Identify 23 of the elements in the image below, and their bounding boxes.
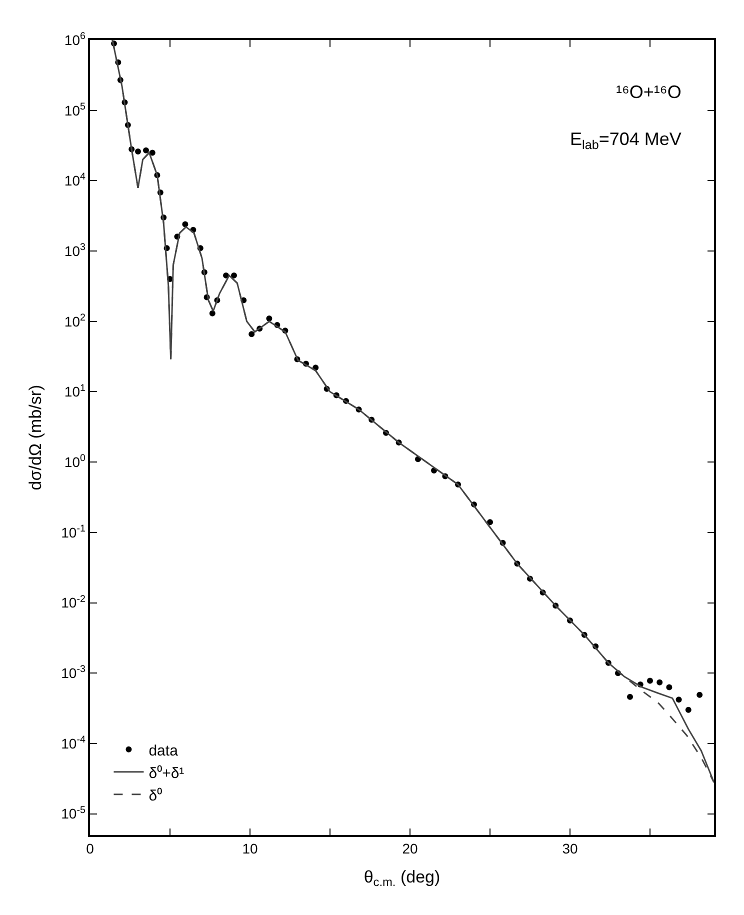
y-tick-label: 10$^{6}$ bbox=[64, 31, 86, 48]
y-axis-title: dσ/dΩ (mb/sr) bbox=[26, 384, 46, 490]
y-tick-label: 10$^{2}$ bbox=[64, 312, 86, 330]
y-tick-label: 10$^{4}$ bbox=[64, 172, 86, 189]
x-tick-label: 20 bbox=[402, 840, 418, 857]
y-tick-label: 10$^{-1}$ bbox=[61, 523, 86, 540]
x-tick-label: 10 bbox=[242, 840, 258, 857]
x-tick-label: 30 bbox=[562, 840, 578, 857]
y-tick-label: 10$^{-2}$ bbox=[61, 594, 86, 611]
annotation: ¹⁶O+¹⁶O bbox=[616, 82, 682, 102]
legend-label: δ⁰+δ¹ bbox=[148, 764, 184, 782]
legend-label: data bbox=[148, 742, 179, 760]
y-tick-label: 10$^{3}$ bbox=[64, 242, 86, 259]
annotation: E$_{lab}$=704 MeV bbox=[570, 129, 682, 152]
y-tick-label: 10$^{-4}$ bbox=[61, 734, 86, 752]
x-tick-label: 0 bbox=[86, 840, 94, 857]
legend-label: δ⁰ bbox=[148, 787, 162, 804]
y-tick-label: 10$^{-3}$ bbox=[61, 664, 86, 682]
y-tick-label: 10$^{5}$ bbox=[64, 101, 86, 118]
y-tick-label: 10$^{0}$ bbox=[64, 453, 86, 470]
y-tick-label: 10$^{-5}$ bbox=[61, 804, 86, 822]
x-axis-title: θ$_{c.m.}$ (deg) bbox=[364, 867, 440, 890]
y-tick-label: 10$^{1}$ bbox=[64, 382, 86, 400]
